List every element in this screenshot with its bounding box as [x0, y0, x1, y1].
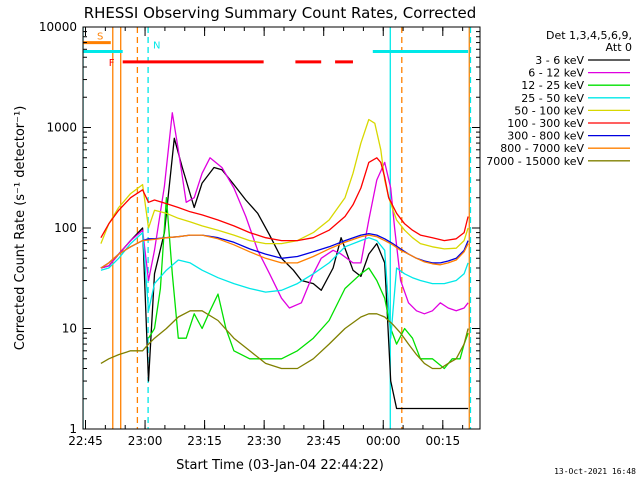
series-line-6-12-kev — [100, 112, 469, 315]
legend-label-50-100-kev: 50 - 100 keV — [514, 104, 584, 117]
plot-layer: S F N — [83, 27, 472, 429]
x-axis-label: Start Time (03-Jan-04 22:44:22) — [176, 458, 384, 473]
legend-label-800-7000-kev: 800 - 7000 keV — [500, 142, 584, 155]
x-tick-label: 00:15 — [426, 434, 461, 448]
legend-label-25-50-kev: 25 - 50 keV — [521, 92, 584, 105]
plot-inner — [83, 27, 472, 429]
chart-title: RHESSI Observing Summary Count Rates, Co… — [84, 4, 477, 22]
legend-label-100-300-kev: 100 - 300 keV — [507, 117, 584, 130]
x-tick-label: 23:00 — [128, 434, 163, 448]
legend-header-line-1: Det 1,3,4,5,6,9, — [546, 29, 632, 42]
series-line-100-300-kev — [100, 157, 469, 242]
y-tick-label: 100 — [54, 221, 77, 235]
legend-label-7000-15000-kev: 7000 - 15000 keV — [486, 155, 584, 168]
y-tick-label: 1000 — [46, 121, 77, 135]
legend-label-12-25-kev: 12 - 25 keV — [521, 79, 584, 92]
series-line-7000-15000-kev — [100, 310, 469, 370]
legend-label-6-12-kev: 6 - 12 keV — [528, 67, 584, 80]
legend-label-3-6-kev: 3 - 6 keV — [535, 54, 584, 67]
series-line-50-100-kev — [100, 118, 469, 250]
series-line-300-800-kev — [100, 232, 469, 269]
series-line-25-50-kev — [100, 231, 469, 339]
x-tick-label: 23:45 — [306, 434, 341, 448]
x-tick-label: 22:45 — [68, 434, 103, 448]
x-tick-label: 23:15 — [187, 434, 222, 448]
legend-header-line-2: Att 0 — [606, 41, 632, 54]
footer-timestamp: 13-Oct-2021 16:48 — [554, 467, 636, 476]
series-line-3-6-kev — [100, 137, 469, 410]
axis-layer: 1 10 100 1000 10000 22:45 23:00 23:15 23:30 23:45… — [39, 20, 480, 448]
y-axis-label: Corrected Count Rate (s⁻¹ detector⁻¹) — [13, 106, 28, 351]
legend-label-300-800-kev: 300 - 800 keV — [507, 130, 584, 143]
x-tick-label: 00:00 — [366, 434, 401, 448]
flag-s-label: S — [97, 32, 103, 43]
series-line-800-7000-kev — [100, 234, 469, 269]
flag-n-label: N — [153, 41, 160, 52]
y-tick-label: 1 — [69, 422, 77, 436]
flag-f-label: F — [109, 58, 115, 69]
y-tick-label: 10 — [62, 322, 77, 336]
series-line-12-25-kev — [147, 197, 469, 370]
y-tick-label: 10000 — [39, 20, 77, 34]
x-tick-label: 23:30 — [247, 434, 282, 448]
